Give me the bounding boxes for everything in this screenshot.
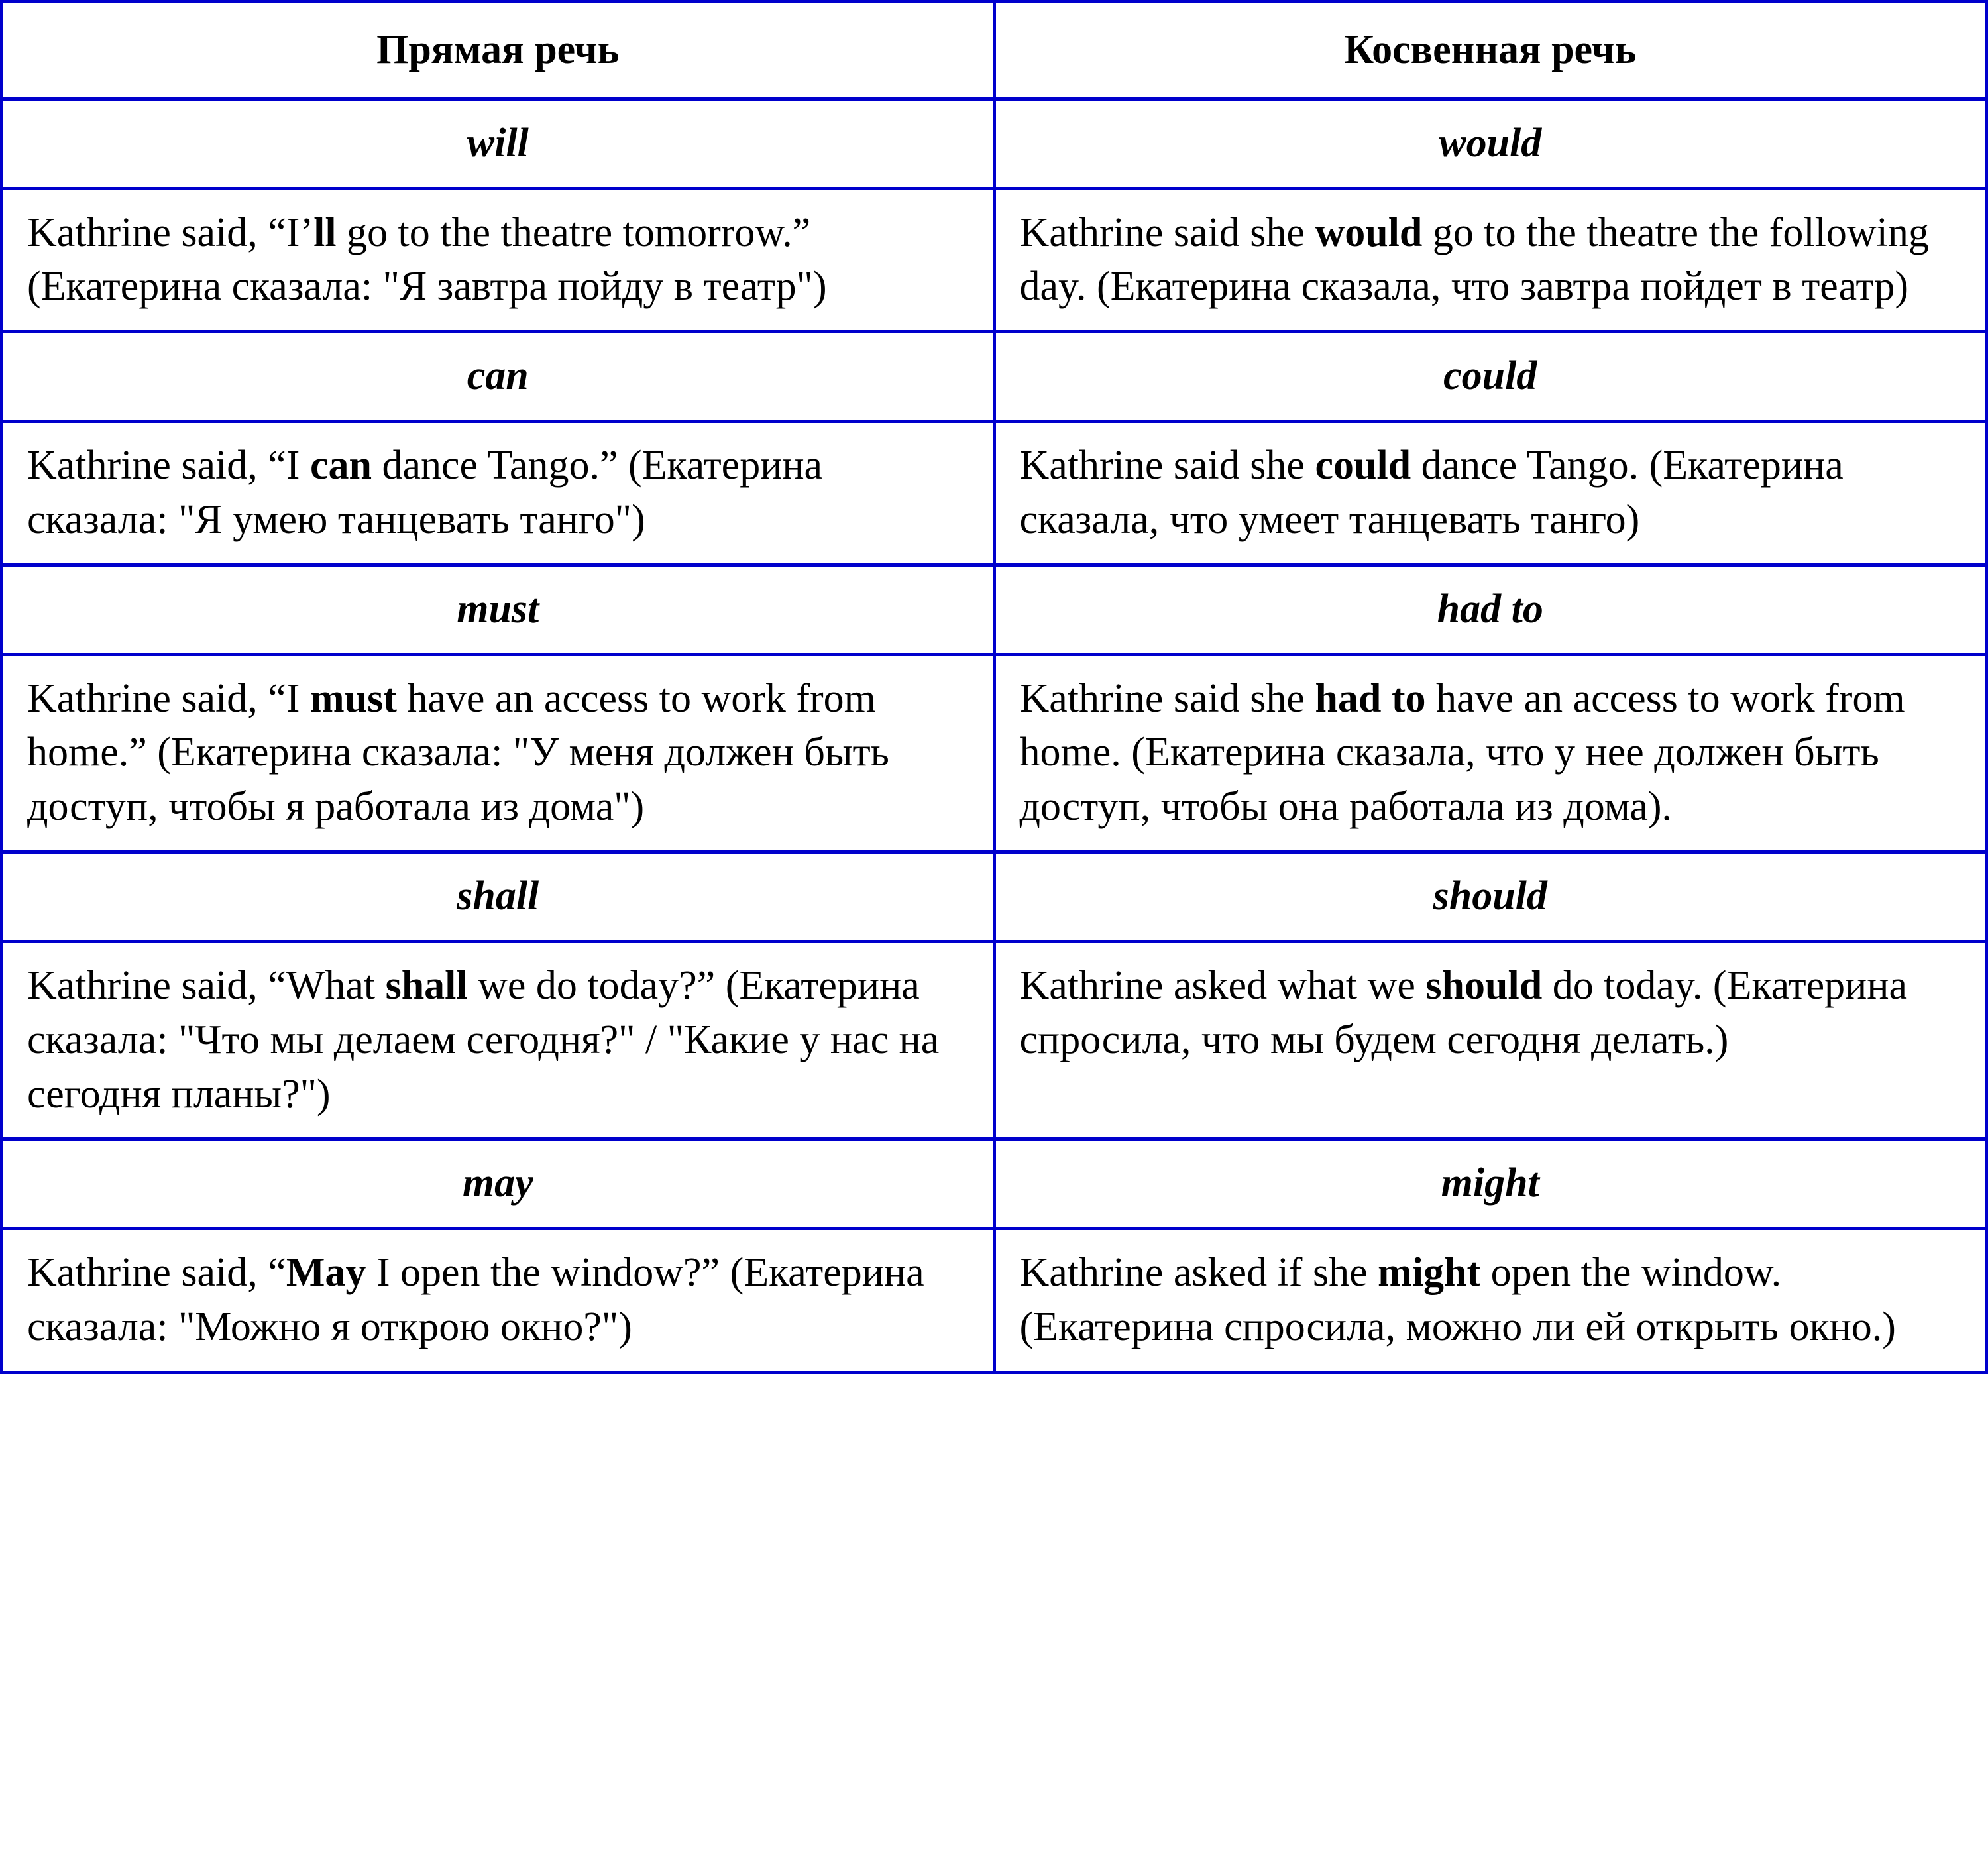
example-row: Kathrine said, “I must have an access to… bbox=[2, 654, 1987, 852]
modal-row: willwould bbox=[2, 99, 1987, 188]
example-indirect-pre: Kathrine said she bbox=[1020, 676, 1315, 721]
speech-table: Прямая речь Косвенная речь willwouldKath… bbox=[0, 0, 1988, 1374]
example-row: Kathrine said, “I’ll go to the theatre t… bbox=[2, 188, 1987, 332]
header-direct: Прямая речь bbox=[2, 2, 995, 99]
modal-direct: shall bbox=[2, 852, 995, 942]
modal-row: cancould bbox=[2, 332, 1987, 422]
modal-direct: must bbox=[2, 565, 995, 654]
example-indirect-pre: Kathrine asked what we bbox=[1020, 963, 1426, 1008]
example-indirect: Kathrine said she could dance Tango. (Ек… bbox=[994, 422, 1987, 565]
example-indirect-bold: had to bbox=[1315, 676, 1425, 721]
modal-row: shallshould bbox=[2, 852, 1987, 942]
example-direct: Kathrine said, “May I open the window?” … bbox=[2, 1229, 995, 1373]
example-direct: Kathrine said, “I must have an access to… bbox=[2, 654, 995, 852]
example-indirect: Kathrine said she would go to the theatr… bbox=[994, 188, 1987, 332]
example-direct-pre: Kathrine said, “I bbox=[27, 443, 310, 488]
example-direct: Kathrine said, “What shall we do today?”… bbox=[2, 941, 995, 1139]
example-indirect: Kathrine asked what we should do today. … bbox=[994, 941, 1987, 1139]
example-indirect: Kathrine said she had to have an access … bbox=[994, 654, 1987, 852]
example-direct-bold: can bbox=[310, 443, 372, 488]
modal-row: maymight bbox=[2, 1139, 1987, 1229]
example-indirect: Kathrine asked if she might open the win… bbox=[994, 1229, 1987, 1373]
example-direct-bold: shall bbox=[386, 963, 468, 1008]
example-indirect-pre: Kathrine said she bbox=[1020, 443, 1315, 488]
example-direct-pre: Kathrine said, “I’ bbox=[27, 210, 313, 255]
example-direct-bold: May bbox=[286, 1250, 366, 1295]
example-indirect-bold: would bbox=[1315, 210, 1422, 255]
example-direct-pre: Kathrine said, “What bbox=[27, 963, 386, 1008]
header-row: Прямая речь Косвенная речь bbox=[2, 2, 1987, 99]
example-indirect-pre: Kathrine asked if she bbox=[1020, 1250, 1378, 1295]
modal-indirect: could bbox=[994, 332, 1987, 422]
speech-table-body: Прямая речь Косвенная речь willwouldKath… bbox=[2, 2, 1987, 1373]
example-direct-pre: Kathrine said, “I bbox=[27, 676, 310, 721]
header-indirect: Косвенная речь bbox=[994, 2, 1987, 99]
modal-indirect: should bbox=[994, 852, 1987, 942]
modal-direct: will bbox=[2, 99, 995, 188]
example-indirect-bold: should bbox=[1425, 963, 1542, 1008]
example-direct-pre: Kathrine said, “ bbox=[27, 1250, 286, 1295]
example-direct-bold: ll bbox=[313, 210, 336, 255]
modal-direct: may bbox=[2, 1139, 995, 1229]
example-indirect-pre: Kathrine said she bbox=[1020, 210, 1315, 255]
example-indirect-bold: might bbox=[1378, 1250, 1480, 1295]
modal-row: musthad to bbox=[2, 565, 1987, 654]
example-row: Kathrine said, “What shall we do today?”… bbox=[2, 941, 1987, 1139]
modal-indirect: might bbox=[994, 1139, 1987, 1229]
page-wrap: Прямая речь Косвенная речь willwouldKath… bbox=[0, 0, 1988, 1374]
example-direct: Kathrine said, “I’ll go to the theatre t… bbox=[2, 188, 995, 332]
example-indirect-bold: could bbox=[1315, 443, 1411, 488]
example-row: Kathrine said, “I can dance Tango.” (Ека… bbox=[2, 422, 1987, 565]
example-direct: Kathrine said, “I can dance Tango.” (Ека… bbox=[2, 422, 995, 565]
modal-direct: can bbox=[2, 332, 995, 422]
example-direct-bold: must bbox=[310, 676, 397, 721]
modal-indirect: would bbox=[994, 99, 1987, 188]
example-row: Kathrine said, “May I open the window?” … bbox=[2, 1229, 1987, 1373]
modal-indirect: had to bbox=[994, 565, 1987, 654]
